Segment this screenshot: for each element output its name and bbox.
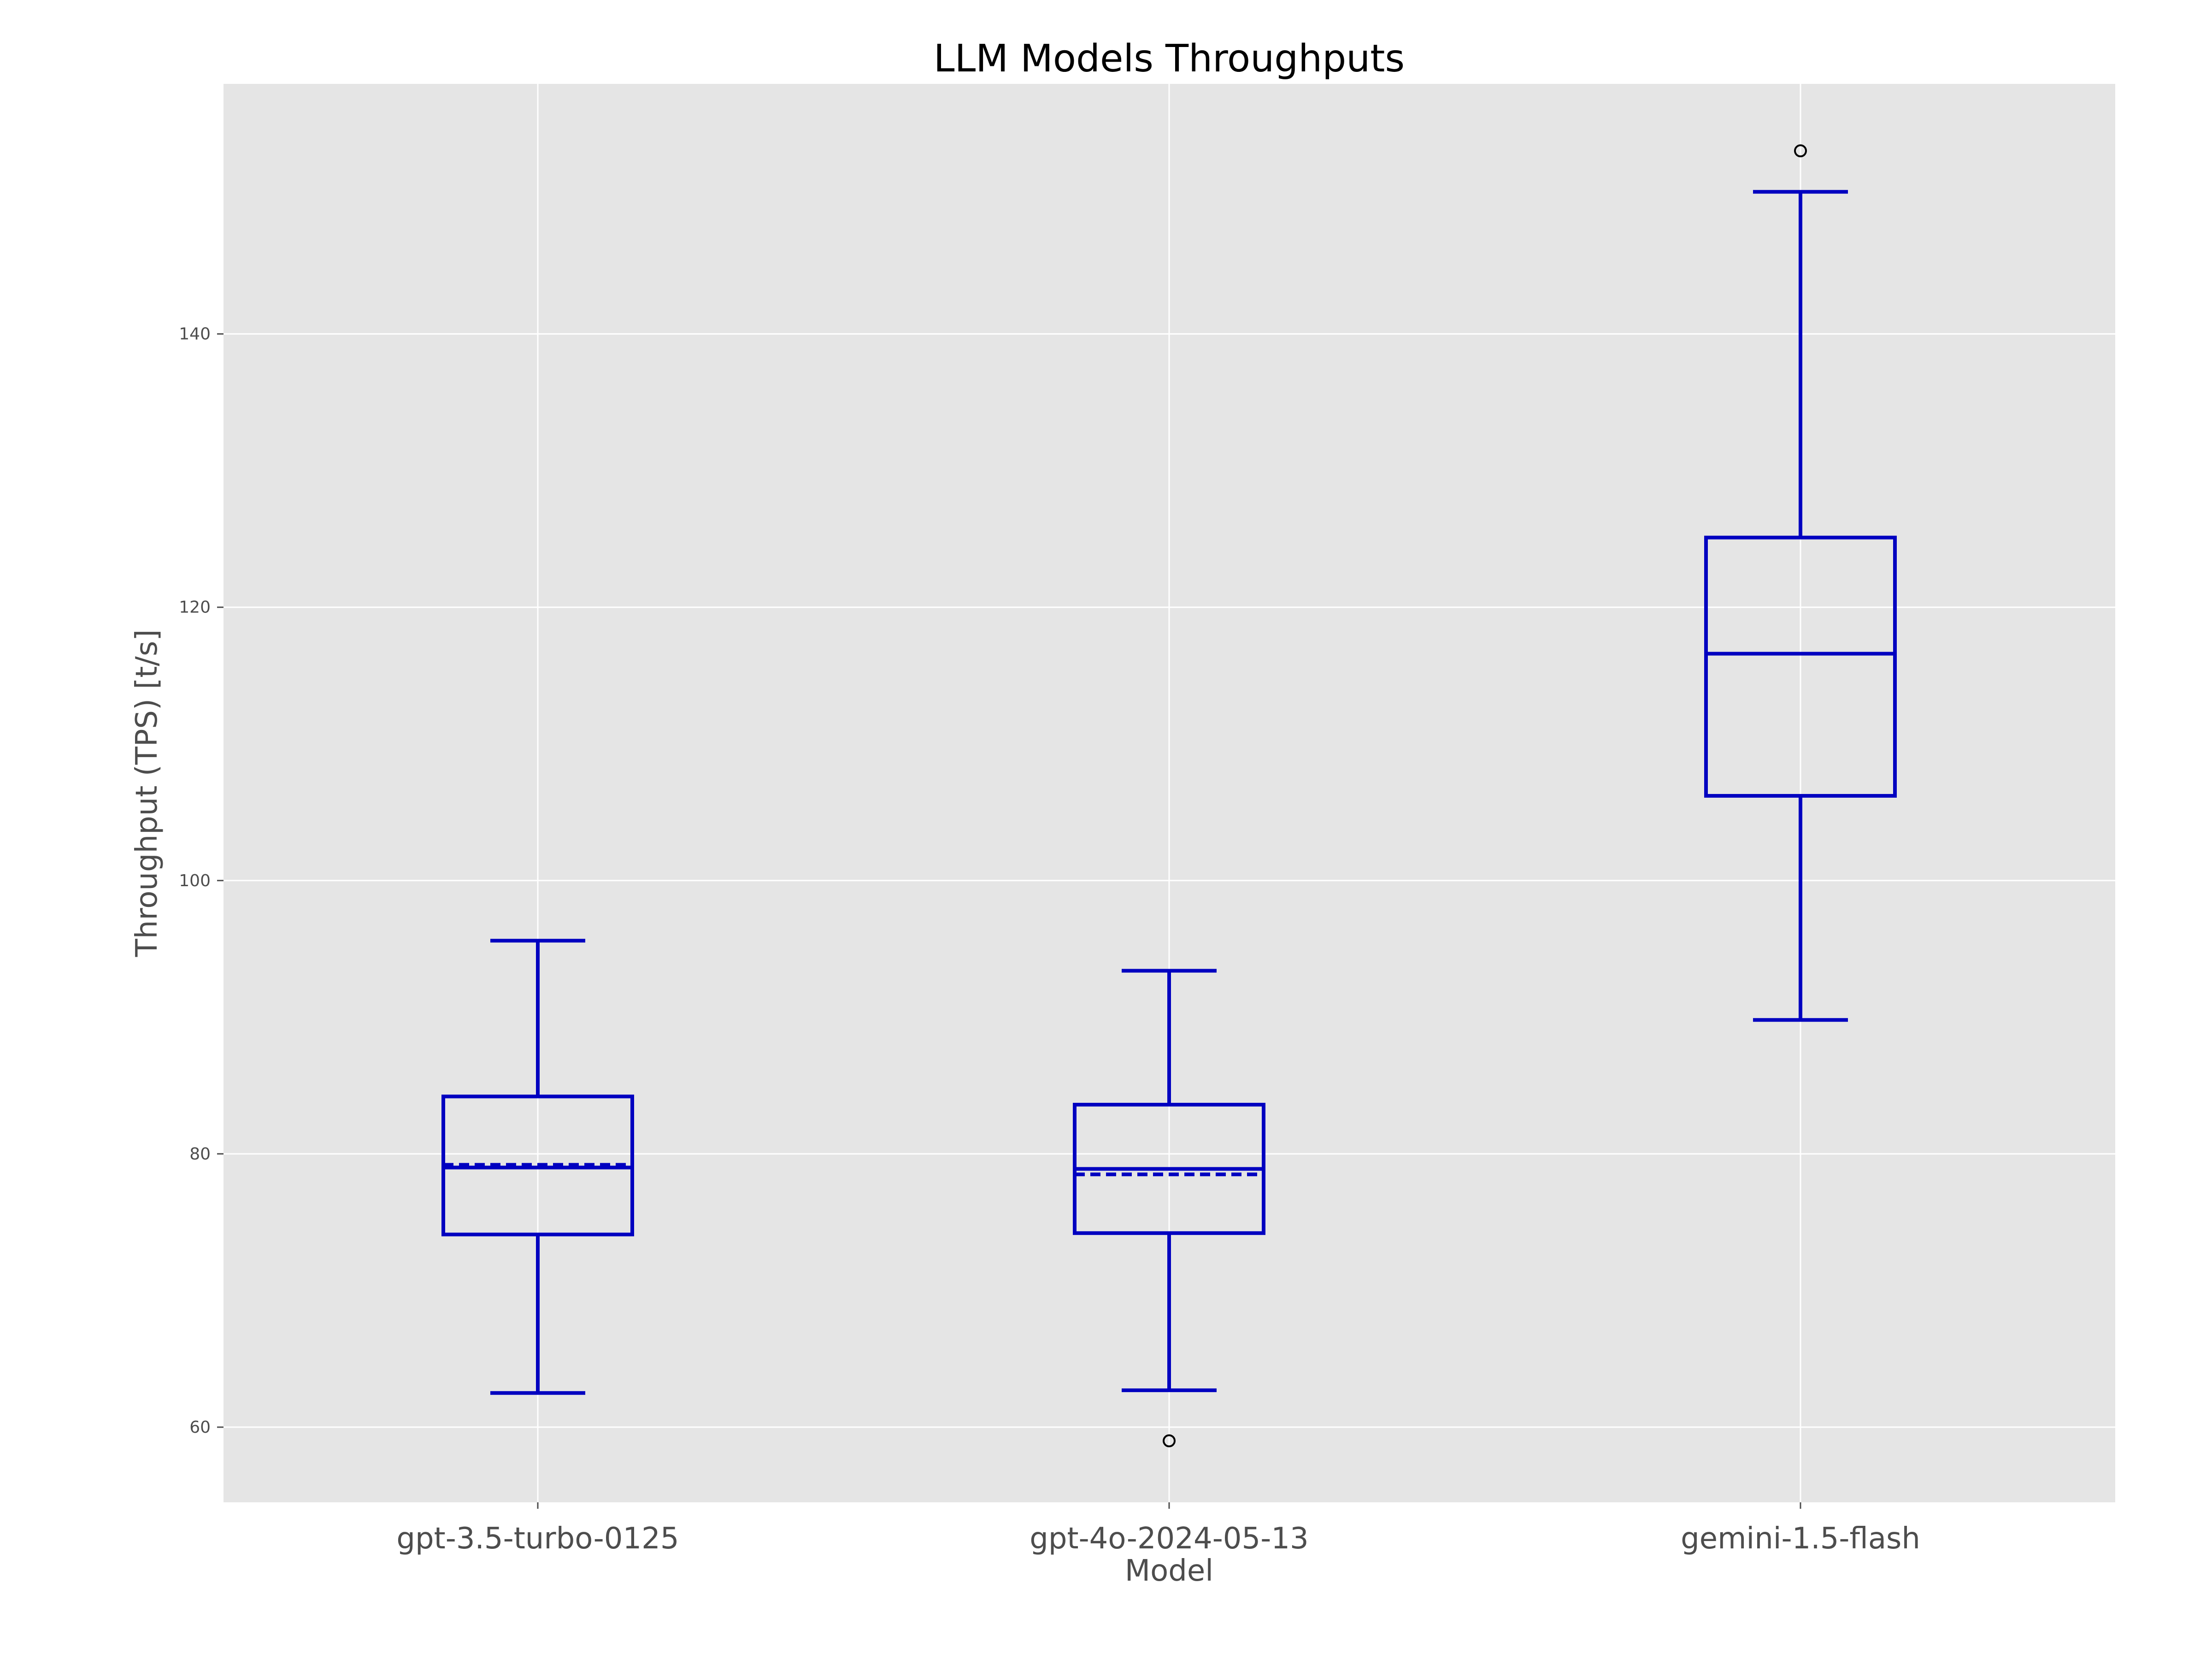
y-tick-label: 100 bbox=[179, 871, 211, 890]
x-tick-label: gpt-3.5-turbo-0125 bbox=[396, 1522, 679, 1556]
iqr-box bbox=[1704, 535, 1897, 798]
x-axis-ticks: gpt-3.5-turbo-0125 gpt-4o-2024-05-13 gemin… bbox=[396, 1502, 1920, 1556]
box-group-3 bbox=[1704, 144, 1897, 1022]
y-tick-label: 140 bbox=[179, 325, 211, 344]
y-tick-label: 80 bbox=[189, 1145, 211, 1164]
y-tick-label: 120 bbox=[179, 598, 211, 617]
outlier-point bbox=[1163, 1434, 1176, 1447]
x-tick-label: gemini-1.5-flash bbox=[1681, 1522, 1920, 1556]
y-tick-label: 60 bbox=[189, 1418, 211, 1437]
x-tick-label: gpt-4o-2024-05-13 bbox=[1030, 1522, 1309, 1556]
y-axis-ticks: 60 80 100 120 140 bbox=[179, 325, 224, 1437]
x-axis-label: Model bbox=[1125, 1554, 1213, 1588]
boxes-layer bbox=[441, 144, 1897, 1447]
box-group-1 bbox=[441, 939, 634, 1395]
chart-title: LLM Models Throughputs bbox=[934, 37, 1405, 81]
box-group-2 bbox=[1073, 969, 1265, 1447]
outlier-point bbox=[1794, 144, 1807, 158]
y-axis-label: Throughput (TPS) [t/s] bbox=[130, 629, 164, 958]
